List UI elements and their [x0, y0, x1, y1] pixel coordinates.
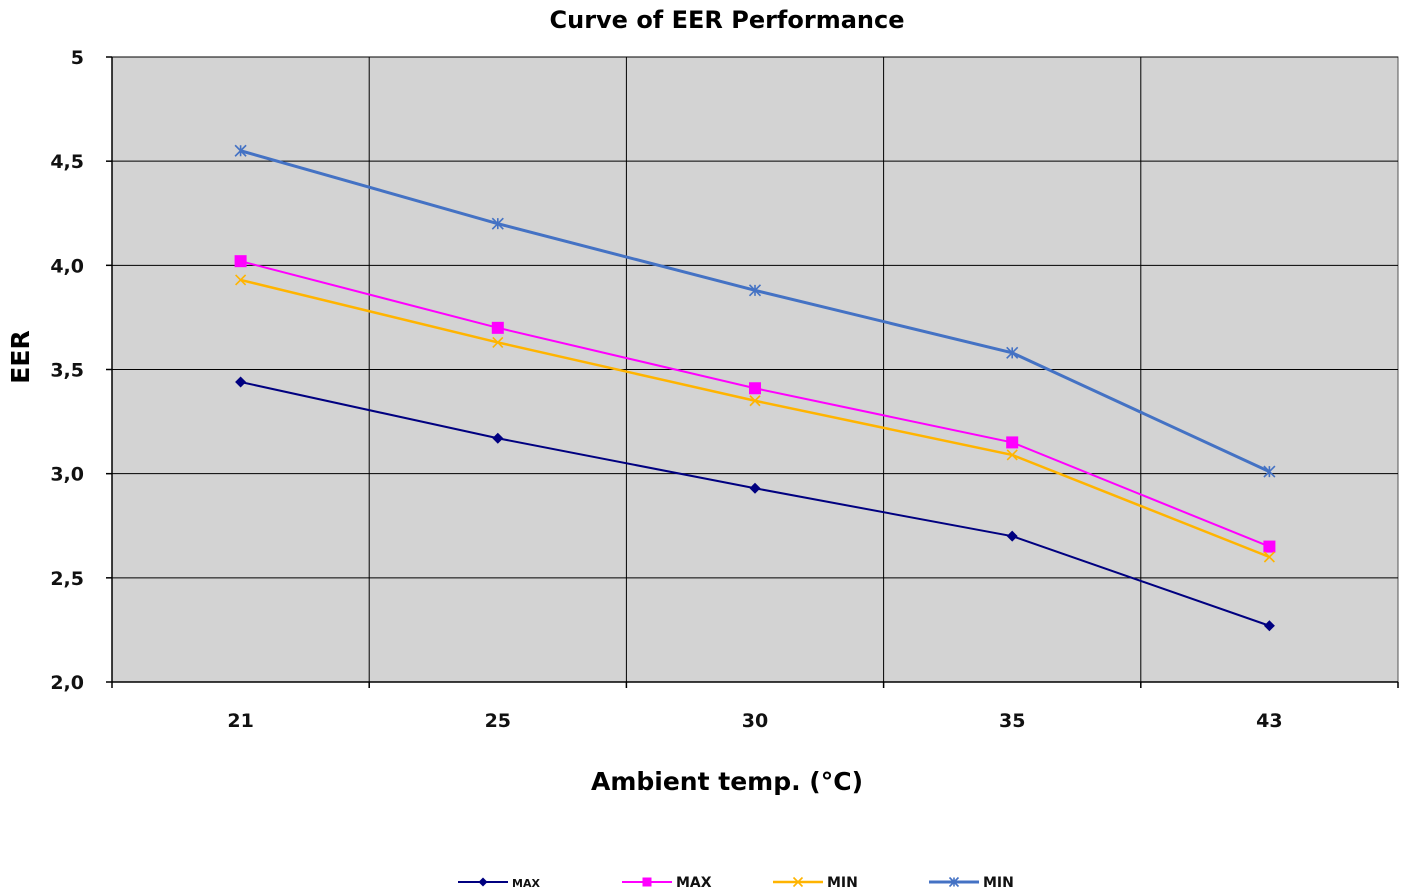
- y-tick-label: 4,0: [50, 255, 84, 277]
- data-point-asterisk: [234, 144, 247, 157]
- data-point-x: [1006, 449, 1018, 461]
- legend-entry: MAX: [622, 875, 712, 891]
- data-point-x: [492, 336, 504, 348]
- data-point-square: [234, 255, 247, 268]
- data-point-asterisk: [1263, 465, 1276, 478]
- chart-title: Curve of EER Performance: [550, 6, 905, 34]
- series-4: [234, 144, 1276, 478]
- y-tick-label: 2,5: [50, 568, 84, 590]
- data-point-square: [1263, 540, 1276, 553]
- x-tick-label: 21: [227, 710, 253, 732]
- data-point-diamond: [492, 432, 504, 444]
- data-point-square: [491, 321, 504, 334]
- series-3: [235, 274, 1275, 563]
- data-point-diamond: [478, 877, 488, 887]
- gridlines: [112, 56, 1398, 682]
- y-tick-label: 3,5: [50, 360, 84, 382]
- axes: [106, 56, 1399, 688]
- x-tick-label: 43: [1256, 710, 1282, 732]
- x-tick-label: 30: [742, 710, 768, 732]
- data-point-diamond: [1006, 530, 1018, 542]
- data-point-x: [235, 274, 247, 286]
- data-point-square: [642, 877, 652, 887]
- y-tick-labels: 2,0 2,5 3,0 3,5 4,0 4,5 5: [50, 47, 84, 694]
- y-tick-label: 4,5: [50, 151, 84, 173]
- data-point-diamond: [1263, 620, 1275, 632]
- legend-label: MIN: [983, 875, 1014, 891]
- data-point-diamond: [235, 376, 247, 388]
- y-axis-title: EER: [6, 330, 35, 383]
- legend-entry: MIN: [929, 875, 1014, 891]
- y-tick-label: 5: [71, 47, 84, 69]
- y-tick-label: 3,0: [50, 464, 84, 486]
- series-2: [234, 255, 1276, 553]
- data-point-asterisk: [1006, 346, 1019, 359]
- x-tick-label: 25: [485, 710, 511, 732]
- series-1: [235, 376, 1275, 632]
- x-tick-labels: 21 25 30 35 43: [227, 710, 1282, 732]
- legend-label: MIN: [827, 875, 858, 891]
- data-point-x: [1263, 551, 1275, 563]
- data-point-x: [749, 395, 761, 407]
- x-tick-label: 35: [999, 710, 1025, 732]
- legend-entry: MAX: [458, 877, 540, 890]
- series-group: [234, 144, 1276, 632]
- legend-entry: MIN: [773, 875, 858, 891]
- data-point-asterisk: [491, 217, 504, 230]
- x-axis-title: Ambient temp. (°C): [591, 767, 863, 796]
- data-point-asterisk: [748, 284, 762, 297]
- legend-label: MAX: [676, 875, 712, 891]
- data-point-square: [1006, 436, 1019, 449]
- data-point-square: [749, 382, 761, 395]
- y-tick-label: 2,0: [50, 672, 84, 694]
- data-point-asterisk: [948, 876, 960, 888]
- legend: MAX MAX MIN MIN: [458, 875, 1014, 891]
- data-point-x: [792, 876, 804, 888]
- data-point-diamond: [749, 482, 761, 494]
- legend-label: MAX: [512, 877, 540, 890]
